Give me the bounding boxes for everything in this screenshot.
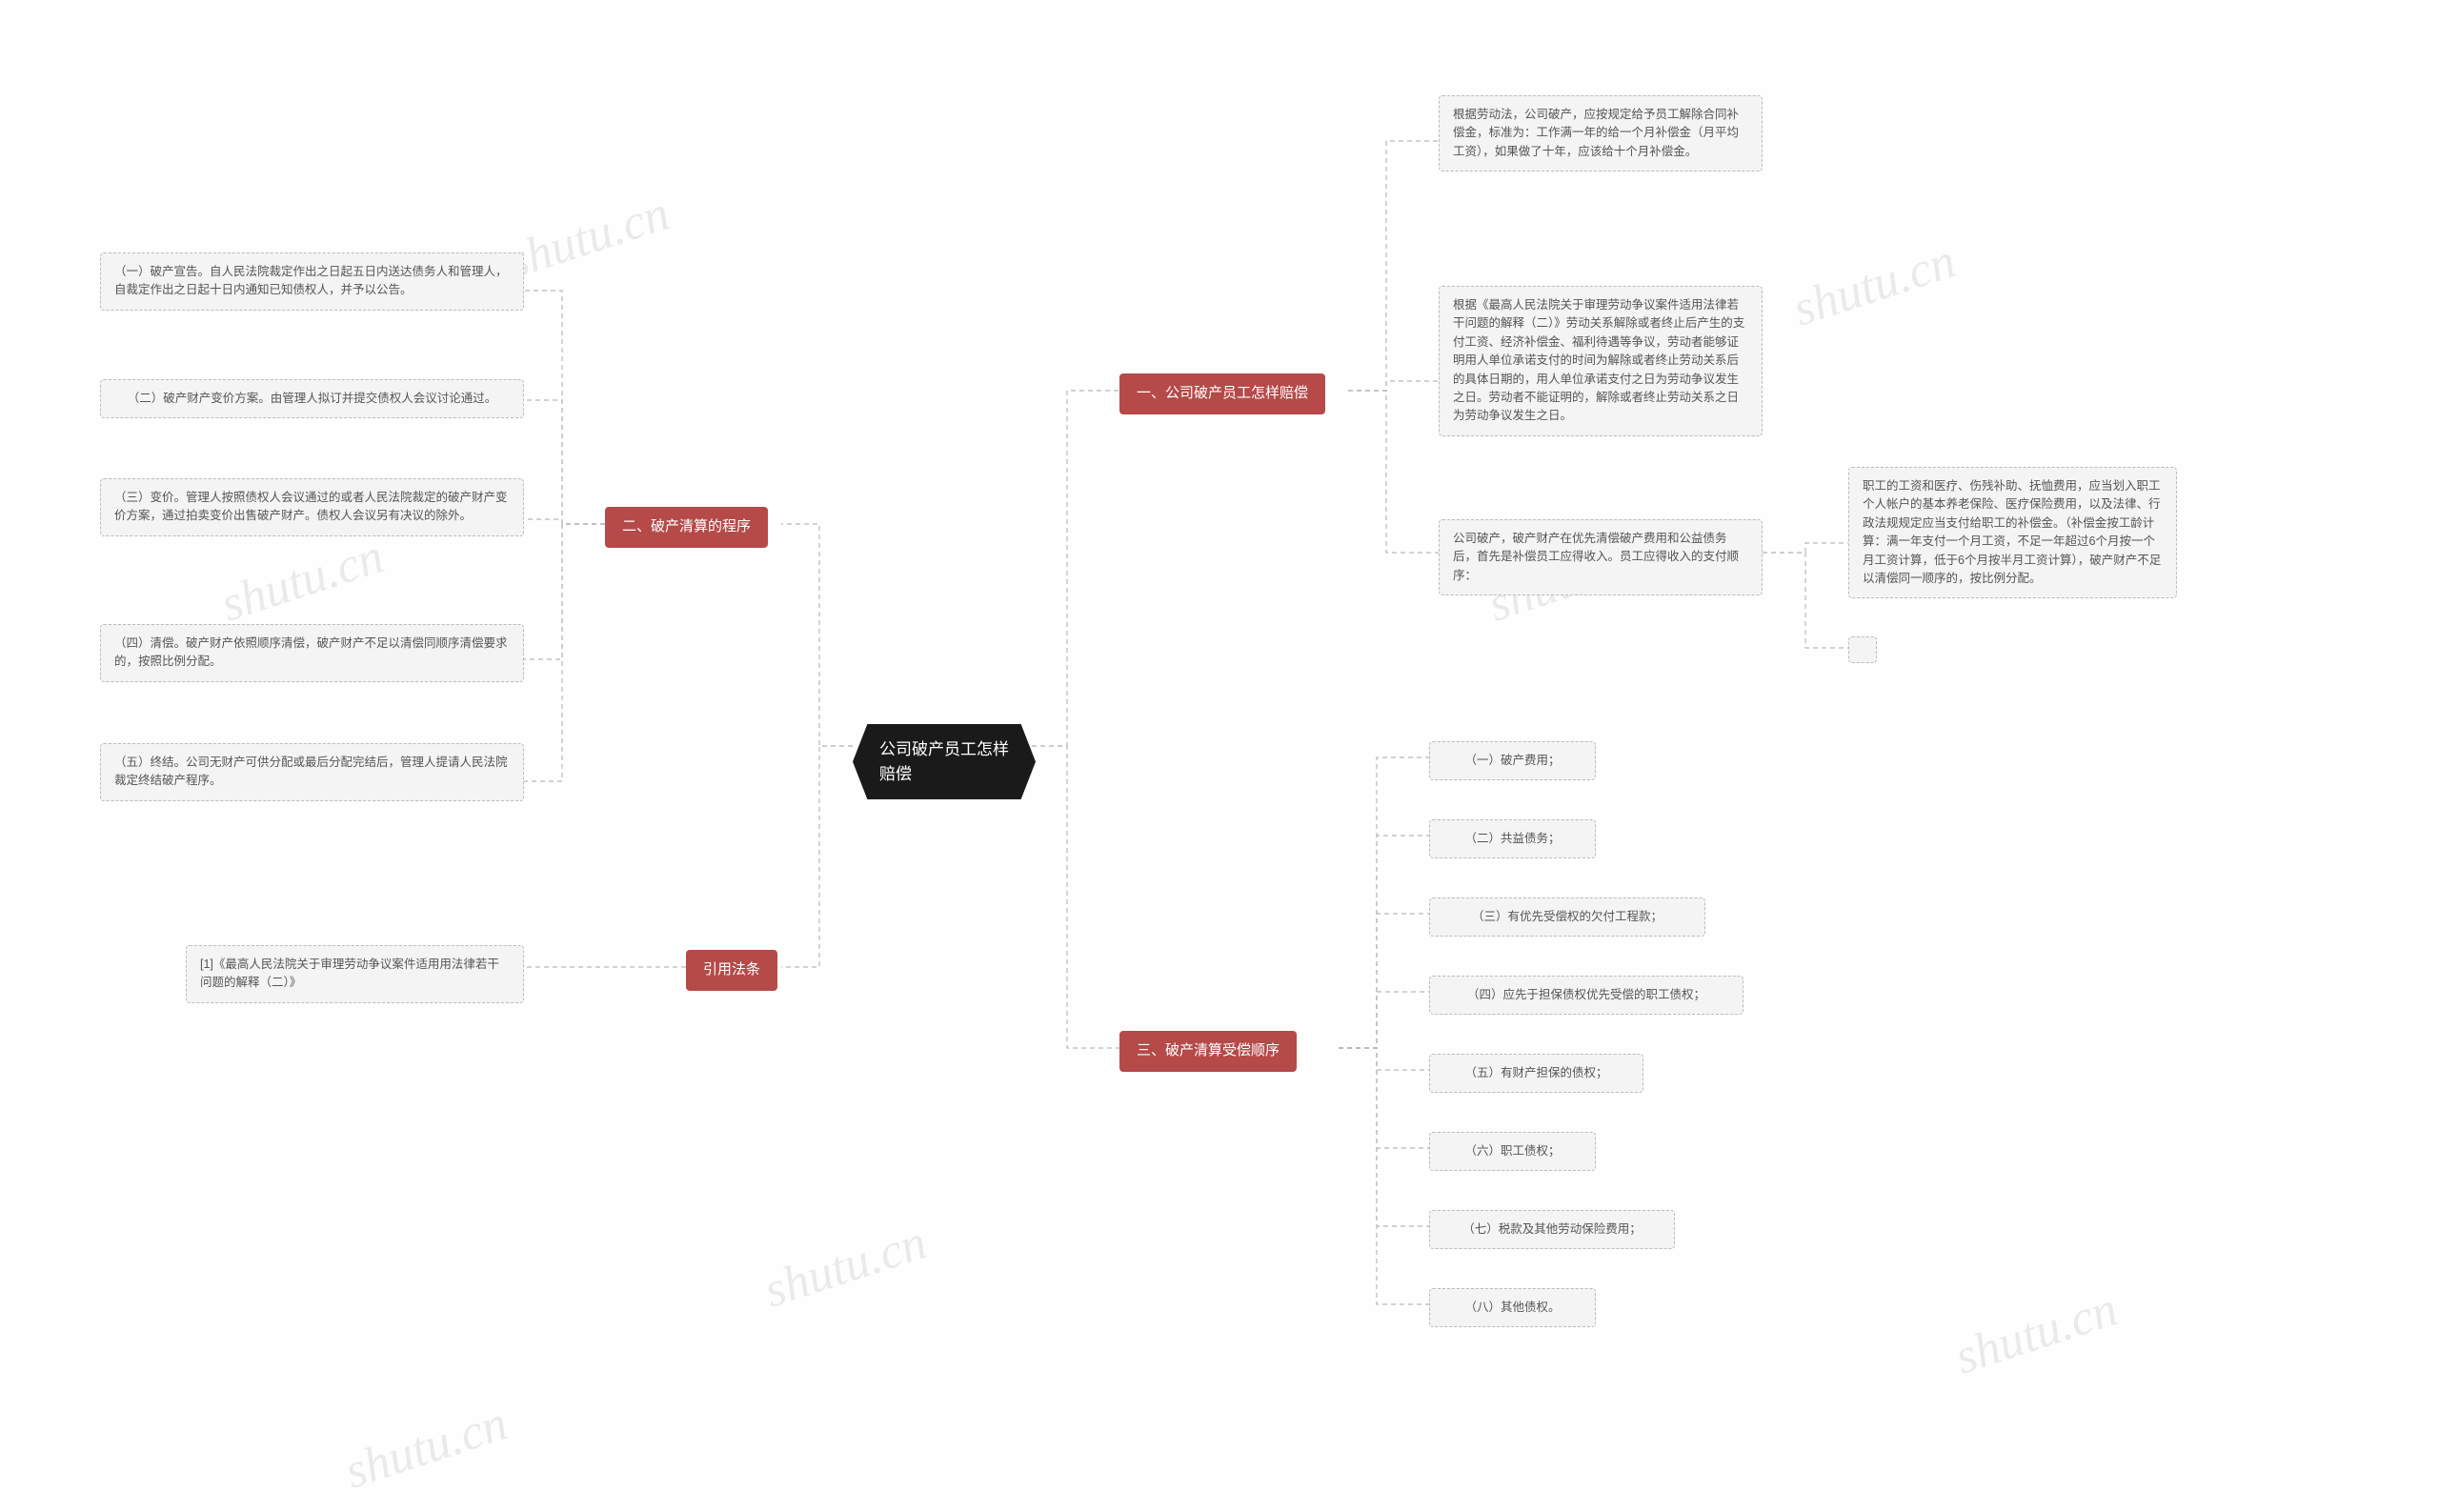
leaf-node: （六）职工债权； (1429, 1132, 1596, 1171)
leaf-text: （二）共益债务； (1464, 830, 1560, 848)
leaf-text: 职工的工资和医疗、伤残补助、抚恤费用，应当划入职工个人帐户的基本养老保险、医疗保… (1863, 477, 2163, 588)
leaf-node: （五）终结。公司无财产可供分配或最后分配完结后，管理人提请人民法院裁定终结破产程… (100, 743, 524, 801)
leaf-text: 公司破产，破产财产在优先清偿破产费用和公益债务后，首先是补偿员工应得收入。员工应… (1453, 530, 1748, 585)
branch-label: 三、破产清算受偿顺序 (1137, 1040, 1280, 1062)
leaf-text: （七）税款及其他劳动保险费用； (1462, 1220, 1642, 1239)
branch-procedure: 二、破产清算的程序 (605, 507, 768, 548)
leaf-node: （二）破产财产变价方案。由管理人拟订并提交债权人会议讨论通过。 (100, 379, 524, 418)
branch-label: 一、公司破产员工怎样赔偿 (1137, 383, 1308, 405)
leaf-text: （四）应先于担保债权优先受偿的职工债权； (1467, 986, 1705, 1004)
leaf-node: （三）变价。管理人按照债权人会议通过的或者人民法院裁定的破产财产变价方案，通过拍… (100, 478, 524, 536)
leaf-node: （四）清偿。破产财产依照顺序清偿，破产财产不足以清偿同顺序清偿要求的，按照比例分… (100, 624, 524, 682)
branch-order: 三、破产清算受偿顺序 (1119, 1031, 1297, 1072)
leaf-node: [1]《最高人民法院关于审理劳动争议案件适用用法律若干问题的解释（二）》 (186, 945, 524, 1003)
leaf-text: 根据《最高人民法院关于审理劳动争议案件适用法律若干问题的解释（二）》劳动关系解除… (1453, 296, 1748, 426)
leaf-text: （五）有财产担保的债权； (1464, 1064, 1607, 1082)
center-node: 公司破产员工怎样赔偿 (853, 724, 1036, 799)
leaf-text: （三）变价。管理人按照债权人会议通过的或者人民法院裁定的破产财产变价方案，通过拍… (114, 489, 510, 526)
leaf-text: 根据劳动法，公司破产，应按规定给予员工解除合同补偿金，标准为：工作满一年的给一个… (1453, 106, 1748, 161)
branch-compensation: 一、公司破产员工怎样赔偿 (1119, 373, 1325, 414)
watermark: shutu.cn (757, 1214, 933, 1319)
leaf-text: （三）有优先受偿权的欠付工程款； (1472, 908, 1663, 926)
leaf-node-empty (1848, 636, 1877, 663)
leaf-text: （五）终结。公司无财产可供分配或最后分配完结后，管理人提请人民法院裁定终结破产程… (114, 754, 510, 791)
leaf-text: （四）清偿。破产财产依照顺序清偿，破产财产不足以清偿同顺序清偿要求的，按照比例分… (114, 635, 510, 672)
leaf-node: （二）共益债务； (1429, 819, 1596, 858)
branch-label: 二、破产清算的程序 (622, 516, 751, 538)
leaf-text: （六）职工债权； (1464, 1142, 1560, 1160)
branch-reference: 引用法条 (686, 950, 777, 991)
leaf-node: （五）有财产担保的债权； (1429, 1054, 1643, 1093)
leaf-node: 根据《最高人民法院关于审理劳动争议案件适用法律若干问题的解释（二）》劳动关系解除… (1439, 286, 1763, 436)
leaf-text: （一）破产宣告。自人民法院裁定作出之日起五日内送达债务人和管理人，自裁定作出之日… (114, 263, 510, 300)
leaf-node: （三）有优先受偿权的欠付工程款； (1429, 897, 1705, 937)
leaf-node: 根据劳动法，公司破产，应按规定给予员工解除合同补偿金，标准为：工作满一年的给一个… (1439, 95, 1763, 171)
watermark: shutu.cn (338, 1395, 514, 1500)
leaf-text: （二）破产财产变价方案。由管理人拟订并提交债权人会议讨论通过。 (128, 390, 497, 408)
watermark: shutu.cn (1948, 1280, 2124, 1385)
leaf-text: （八）其他债权。 (1464, 1299, 1560, 1317)
watermark: shutu.cn (500, 185, 675, 290)
leaf-node: （七）税款及其他劳动保险费用； (1429, 1210, 1675, 1249)
watermark: shutu.cn (214, 528, 390, 633)
watermark: shutu.cn (1786, 232, 1962, 337)
leaf-text: （一）破产费用； (1464, 752, 1560, 770)
leaf-node: （四）应先于担保债权优先受偿的职工债权； (1429, 976, 1744, 1015)
leaf-node: （一）破产宣告。自人民法院裁定作出之日起五日内送达债务人和管理人，自裁定作出之日… (100, 252, 524, 311)
center-label: 公司破产员工怎样赔偿 (879, 737, 1009, 786)
leaf-node: 公司破产，破产财产在优先清偿破产费用和公益债务后，首先是补偿员工应得收入。员工应… (1439, 519, 1763, 595)
leaf-node: 职工的工资和医疗、伤残补助、抚恤费用，应当划入职工个人帐户的基本养老保险、医疗保… (1848, 467, 2177, 598)
leaf-node: （一）破产费用； (1429, 741, 1596, 780)
leaf-node: （八）其他债权。 (1429, 1288, 1596, 1327)
branch-label: 引用法条 (703, 959, 760, 981)
leaf-text: [1]《最高人民法院关于审理劳动争议案件适用用法律若干问题的解释（二）》 (200, 956, 510, 993)
